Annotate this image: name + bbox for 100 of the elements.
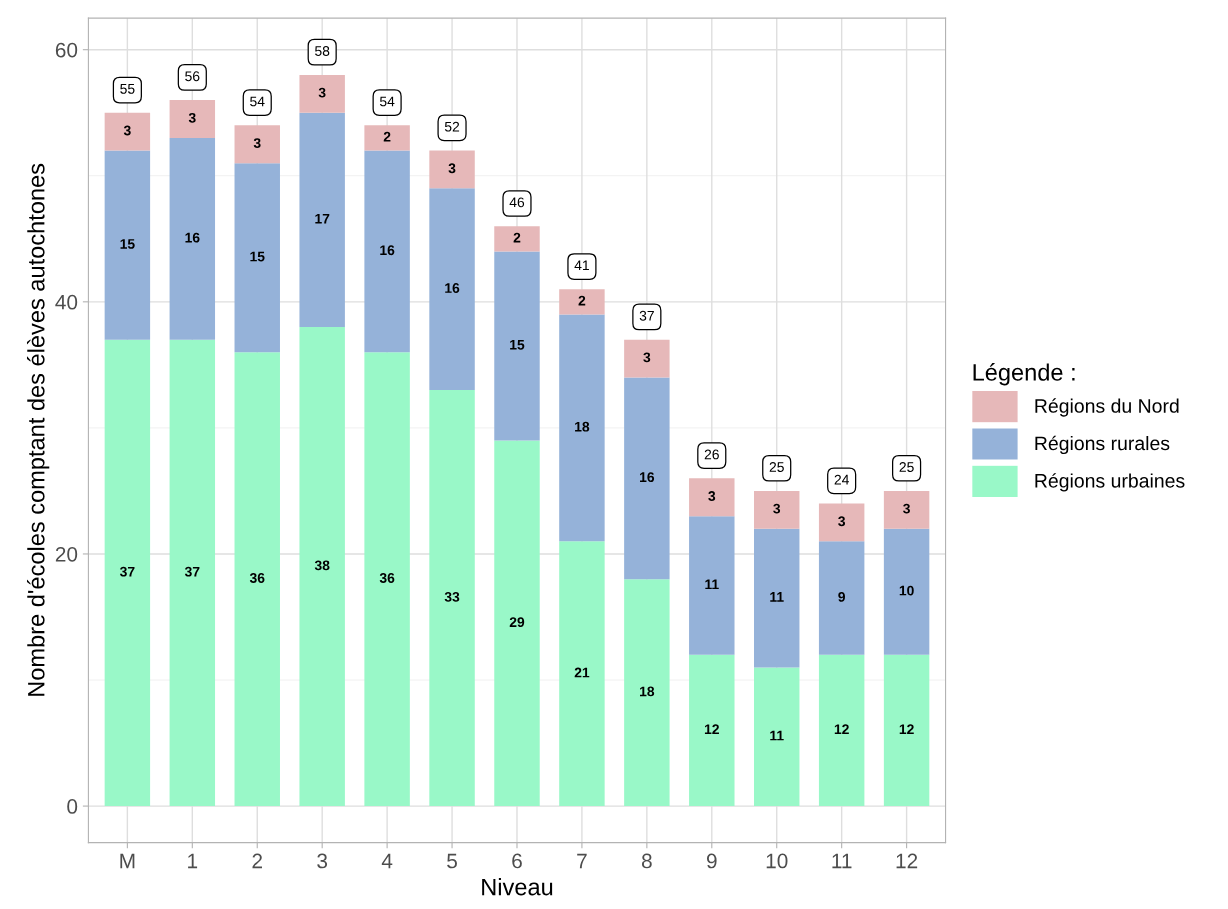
total-label: 54	[250, 96, 265, 107]
bar	[364, 150, 410, 353]
data-label: 29	[509, 617, 525, 628]
total-label: 52	[444, 121, 460, 132]
data-label: 17	[315, 213, 330, 224]
total-label: 46	[509, 197, 525, 208]
bar	[559, 314, 605, 542]
bar	[494, 440, 540, 807]
bar	[429, 150, 475, 189]
data-label: 3	[838, 516, 846, 527]
data-label: 3	[448, 163, 456, 174]
x-tick-label: 1	[188, 853, 198, 869]
y-tick-label: 60	[55, 42, 78, 58]
data-label: 16	[640, 472, 655, 483]
data-label: 15	[510, 339, 525, 350]
bar	[559, 541, 605, 807]
data-label: 16	[445, 283, 460, 293]
bar	[299, 112, 345, 328]
data-label: 3	[708, 491, 716, 501]
data-label: 37	[184, 566, 200, 577]
x-tick-label: 5	[447, 853, 457, 869]
data-label: 10	[899, 585, 914, 596]
bar	[883, 490, 930, 529]
data-label: 3	[123, 125, 131, 136]
data-label: 33	[444, 591, 460, 602]
bar	[559, 289, 605, 315]
bar	[429, 390, 475, 807]
x-tick-label: 12	[896, 853, 918, 869]
data-label: 38	[314, 560, 330, 571]
x-tick-label: 4	[381, 853, 393, 869]
bar	[234, 163, 280, 353]
bar	[234, 125, 280, 164]
data-label: 18	[640, 686, 655, 697]
total-label: 25	[899, 462, 914, 472]
data-label: 11	[770, 730, 784, 741]
y-tick-label: 40	[55, 294, 78, 310]
bar	[234, 352, 280, 807]
bar	[689, 478, 735, 517]
legend-label: Régions rurales	[1035, 435, 1170, 455]
bar	[754, 528, 800, 668]
data-label: 3	[253, 138, 261, 148]
bar	[754, 490, 800, 529]
x-tick-label: 8	[641, 853, 652, 869]
data-label: 11	[770, 592, 784, 602]
bar	[494, 251, 540, 441]
total-label: 55	[120, 84, 135, 94]
data-label: 36	[249, 573, 265, 583]
total-label: 24	[834, 474, 849, 485]
data-label: 3	[903, 503, 910, 514]
y-tick-label: 0	[67, 799, 78, 814]
bar	[754, 667, 800, 807]
x-tick-label: M	[120, 853, 135, 869]
data-label: 36	[379, 573, 395, 583]
bar	[429, 188, 475, 391]
data-label: 15	[120, 239, 135, 249]
bar	[169, 100, 216, 138]
data-label: 3	[318, 87, 326, 98]
data-label: 11	[705, 579, 719, 590]
bar	[104, 339, 151, 807]
x-tick-label: 7	[577, 853, 587, 869]
bar	[883, 528, 930, 655]
data-label: 18	[575, 421, 590, 432]
total-label: 41	[574, 260, 589, 271]
total-label: 37	[639, 310, 654, 321]
data-label: 15	[250, 251, 265, 262]
x-tick-label: 6	[512, 853, 522, 869]
data-label: 37	[119, 566, 135, 577]
data-label: 2	[513, 232, 521, 243]
x-tick-label: 2	[252, 853, 262, 869]
x-axis-title: Niveau	[482, 878, 553, 896]
bar	[624, 579, 670, 807]
bar	[624, 339, 670, 378]
bar	[364, 352, 410, 807]
bar	[364, 125, 410, 151]
total-label: 58	[315, 46, 330, 56]
y-tick-label: 20	[55, 546, 78, 562]
bar	[689, 516, 735, 655]
bar	[299, 327, 345, 807]
data-label: 16	[185, 232, 200, 243]
bar	[883, 654, 930, 807]
bar	[169, 339, 216, 807]
x-tick-label: 11	[832, 853, 852, 869]
bar	[818, 541, 865, 655]
bar	[104, 112, 151, 151]
bar	[169, 137, 216, 340]
legend-title: Légende :	[973, 363, 1075, 386]
data-label: 9	[838, 591, 846, 602]
x-tick-label: 9	[706, 853, 717, 869]
legend-label: Régions du Nord	[1035, 398, 1179, 417]
bar	[818, 503, 865, 542]
bar	[689, 654, 735, 807]
total-label: 25	[769, 462, 784, 472]
data-label: 12	[704, 724, 719, 735]
total-label: 26	[704, 449, 719, 460]
bar	[494, 226, 540, 252]
data-label: 16	[380, 245, 395, 256]
legend-label: Régions urbaines	[1035, 473, 1185, 492]
data-label: 21	[574, 667, 590, 678]
bar	[818, 654, 865, 807]
total-label: 54	[379, 96, 395, 107]
